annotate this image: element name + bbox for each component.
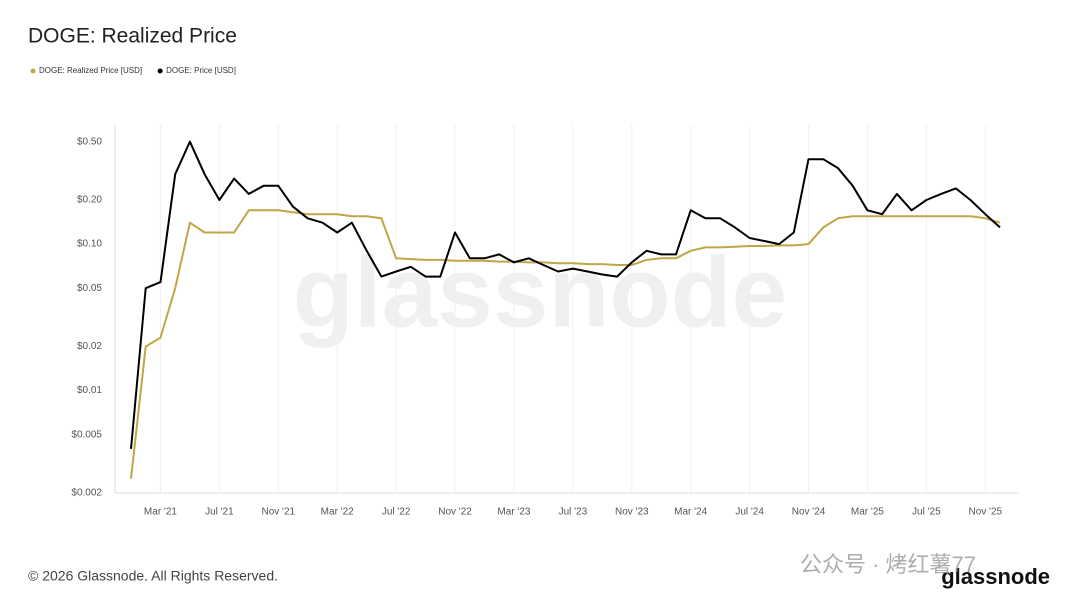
y-tick-label: $0.01 bbox=[77, 385, 102, 396]
legend-label: DOGE: Realized Price [USD] bbox=[39, 66, 142, 75]
x-tick-label: Mar '22 bbox=[321, 507, 354, 518]
x-tick-label: Jul '24 bbox=[735, 507, 764, 518]
y-tick-label: $0.002 bbox=[71, 488, 102, 499]
series-line bbox=[130, 209, 1001, 479]
overlay-text: 公众号 · 烤红薯77 bbox=[800, 552, 976, 577]
logo: glassnode bbox=[941, 564, 1050, 589]
y-tick-label: $0.20 bbox=[77, 195, 102, 206]
footer: © 2026 Glassnode. All Rights Reserved. bbox=[28, 568, 278, 584]
y-tick-label: $0.05 bbox=[77, 283, 102, 294]
y-tick-label: $0.50 bbox=[77, 136, 102, 147]
x-tick-label: Nov '21 bbox=[261, 507, 295, 518]
x-tick-label: Jul '21 bbox=[205, 507, 234, 518]
x-tick-label: Nov '22 bbox=[438, 507, 472, 518]
x-tick-label: Mar '23 bbox=[497, 507, 530, 518]
x-tick-label: Mar '25 bbox=[851, 507, 884, 518]
x-tick-label: Nov '23 bbox=[615, 507, 649, 518]
legend-marker bbox=[30, 68, 36, 74]
y-tick-label: $0.10 bbox=[77, 239, 102, 250]
x-tick-label: Mar '24 bbox=[674, 507, 707, 518]
x-tick-label: Jul '22 bbox=[382, 507, 411, 518]
series-line bbox=[130, 140, 1001, 449]
x-tick-label: Jul '23 bbox=[559, 507, 588, 518]
y-tick-label: $0.02 bbox=[77, 341, 102, 352]
legend-label: DOGE: Price [USD] bbox=[166, 66, 236, 75]
watermark: glassnode bbox=[293, 236, 788, 348]
y-tick-label: $0.005 bbox=[71, 429, 102, 440]
x-tick-label: Jul '25 bbox=[912, 507, 941, 518]
x-tick-label: Nov '25 bbox=[968, 507, 1002, 518]
legend-marker bbox=[157, 68, 163, 74]
x-tick-label: Mar '21 bbox=[144, 507, 177, 518]
chart-title: DOGE: Realized Price bbox=[28, 25, 237, 48]
x-tick-label: Nov '24 bbox=[792, 507, 826, 518]
